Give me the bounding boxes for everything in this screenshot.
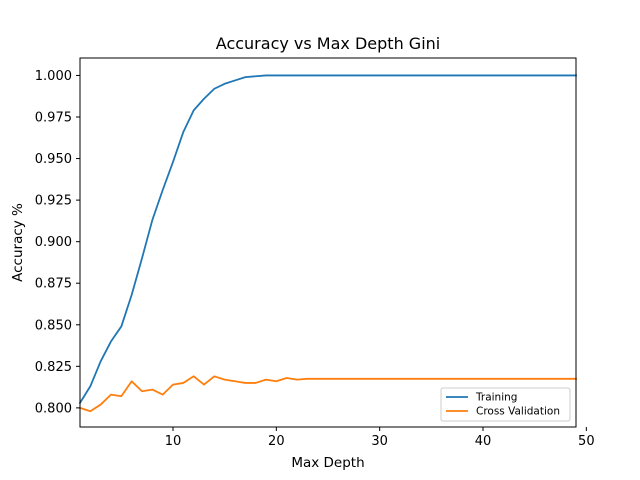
- y-tick-label: 0.925: [35, 194, 72, 209]
- y-tick-label: 0.825: [35, 360, 72, 375]
- y-tick-label: 0.975: [35, 111, 72, 126]
- plot-lines: [78, 74, 577, 413]
- series-line-0: [78, 74, 577, 405]
- y-tick-label: 0.950: [35, 152, 72, 167]
- y-tick-label: 0.800: [35, 401, 72, 416]
- chart-title: Accuracy vs Max Depth Gini: [216, 34, 440, 53]
- plot-frame: [79, 57, 577, 428]
- y-axis-label: Accuracy %: [10, 203, 26, 282]
- legend-box: [440, 387, 571, 422]
- y-tick-label: 0.875: [35, 277, 72, 292]
- x-tick-label: 20: [268, 434, 285, 449]
- x-tick-label: 30: [371, 434, 388, 449]
- x-tick-label: 50: [578, 434, 595, 449]
- y-tick-label: 1.000: [35, 69, 72, 84]
- series-line-1: [78, 375, 577, 413]
- legend-label-1: Cross Validation: [476, 406, 560, 418]
- x-tick-label: 10: [165, 434, 182, 449]
- y-tick-label: 0.850: [35, 318, 72, 333]
- y-axis-ticks: 0.800 0.825 0.850 0.875 0.900 0.925 0.950 0.975…: [35, 69, 80, 416]
- legend-label-0: Training: [475, 392, 517, 404]
- x-axis-label: Max Depth: [291, 455, 364, 471]
- x-tick-label: 40: [475, 434, 492, 449]
- x-axis-ticks: 10 20 30 40 50: [165, 427, 595, 449]
- y-tick-label: 0.900: [35, 235, 72, 250]
- legend: Training Cross Validation: [440, 387, 571, 422]
